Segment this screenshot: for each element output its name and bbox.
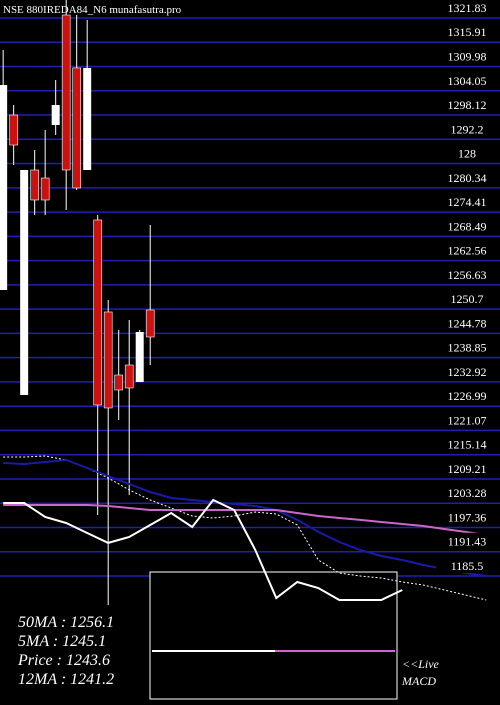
y-tick-label: 1203.28 (448, 486, 487, 500)
tick-label-bg (436, 241, 498, 258)
tick-label-bg (436, 557, 498, 574)
candle-body (114, 374, 123, 391)
tick-label-bg (436, 217, 498, 234)
y-tick-label: 1226.99 (448, 389, 487, 403)
candle-body (145, 309, 155, 338)
tick-label-bg (436, 120, 498, 137)
indicator-line (3, 504, 487, 536)
y-tick-label: 1298.12 (448, 98, 487, 112)
candle-body (103, 311, 113, 409)
y-tick-label: 1232.92 (448, 365, 487, 379)
tick-label-bg (436, 338, 498, 355)
candle-body (30, 169, 39, 201)
y-tick-label: 1244.78 (448, 316, 487, 330)
tick-label-bg (436, 193, 498, 210)
tick-label-bg (436, 459, 498, 476)
candle-body (135, 331, 144, 383)
y-tick-label: 1321.83 (448, 1, 487, 15)
y-tick-label: 1185.5 (451, 559, 484, 573)
tick-label-bg (436, 362, 498, 379)
y-tick-label: 1209.21 (448, 462, 487, 476)
tick-label-bg (436, 484, 498, 501)
y-tick-label: 1309.98 (448, 50, 487, 64)
y-tick-label: 1268.49 (448, 219, 487, 233)
candle-body (124, 364, 134, 389)
y-tick-label: 1280.34 (448, 171, 487, 185)
candle-body (72, 67, 81, 189)
tick-label-bg (436, 314, 498, 331)
y-tick-label: 1238.85 (448, 341, 487, 355)
tick-label-bg (436, 532, 498, 549)
tick-label-bg (436, 0, 498, 16)
candle-body (0, 85, 8, 290)
y-tick-label: 1315.91 (448, 25, 487, 39)
y-tick-label: 1197.36 (448, 510, 487, 524)
indicator-label: 5MA : 1245.1 (18, 633, 106, 650)
indicator-line (3, 458, 487, 577)
y-tick-label: 1191.43 (448, 535, 487, 549)
macd-title: MACD (401, 674, 436, 688)
tick-label-bg (436, 144, 498, 161)
y-tick-label: 1304.05 (448, 74, 487, 88)
y-tick-label: 1274.41 (448, 195, 487, 209)
candle-body (93, 219, 102, 406)
y-tick-label: 1215.14 (448, 438, 487, 452)
y-tick-label: 1221.07 (448, 413, 487, 427)
candle-body (61, 14, 71, 171)
indicator-line (3, 498, 403, 601)
tick-label-bg (436, 411, 498, 428)
indicator-label: 12MA : 1241.2 (18, 671, 114, 688)
chart-title: NSE 880IREDA84_N6 munafasutra.pro (3, 4, 182, 16)
indicator-label: Price : 1243.6 (17, 652, 110, 669)
candle-body (83, 67, 92, 170)
candle-body (20, 169, 29, 395)
y-tick-label: 1250.7 (451, 292, 484, 306)
tick-label-bg (436, 435, 498, 452)
candle-body (9, 114, 18, 146)
y-tick-label: 1292.2 (451, 122, 484, 136)
y-tick-label: 128 (458, 147, 476, 161)
tick-label-bg (436, 290, 498, 307)
tick-label-bg (436, 168, 498, 185)
candle-body (51, 104, 60, 126)
tick-label-bg (436, 265, 498, 282)
candle-body (40, 177, 50, 201)
tick-label-bg (436, 387, 498, 404)
indicator-label: 50MA : 1256.1 (18, 614, 114, 631)
tick-label-bg (436, 47, 498, 64)
y-tick-label: 1256.63 (448, 268, 487, 282)
y-tick-label: 1262.56 (448, 244, 487, 258)
tick-label-bg (436, 508, 498, 525)
macd-live: <<Live (402, 657, 440, 671)
tick-label-bg (436, 71, 498, 88)
tick-label-bg (436, 23, 498, 40)
tick-label-bg (436, 96, 498, 113)
